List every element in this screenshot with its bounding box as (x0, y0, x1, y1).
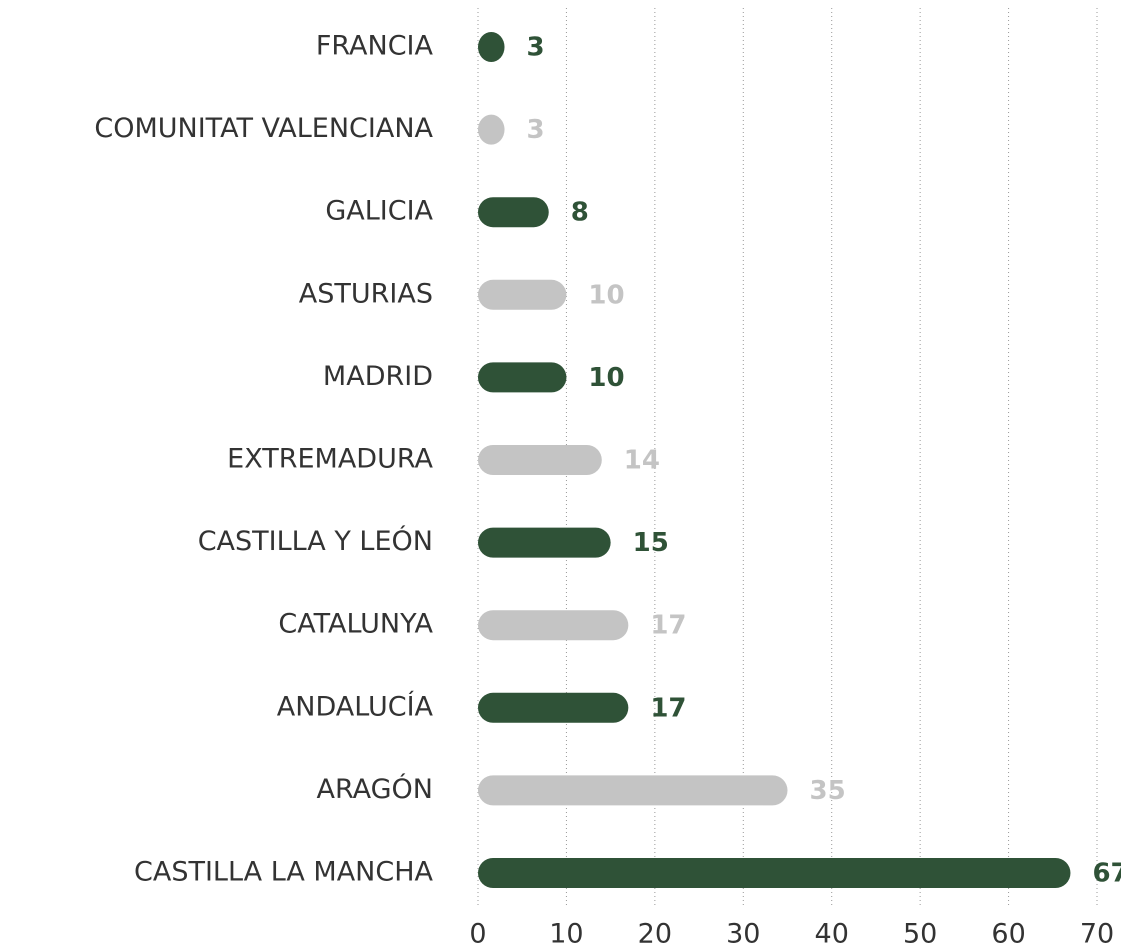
x-tick-label: 70 (1080, 919, 1114, 948)
category-label: ARAGÓN (316, 773, 433, 805)
category-label: EXTREMADURA (227, 444, 433, 475)
x-tick-label: 0 (469, 919, 486, 948)
bar (478, 114, 505, 145)
value-label: 15 (633, 528, 669, 558)
x-tick-label: 10 (549, 919, 583, 948)
value-label: 10 (588, 280, 624, 310)
category-label: CASTILLA LA MANCHA (134, 857, 434, 888)
category-label: FRANCIA (316, 31, 434, 62)
value-label: 3 (527, 115, 545, 145)
value-label: 67 (1092, 859, 1121, 889)
bar (478, 362, 567, 393)
category-label: GALICIA (325, 196, 433, 227)
bar (478, 527, 611, 558)
bar (478, 858, 1071, 888)
bar (478, 775, 788, 806)
value-label: 17 (650, 693, 686, 723)
bar (478, 197, 549, 228)
category-label: MADRID (323, 361, 433, 392)
bar (478, 692, 629, 723)
bar (478, 32, 505, 62)
x-tick-label: 50 (903, 919, 937, 948)
value-label: 3 (527, 33, 545, 63)
value-label: 8 (571, 198, 589, 228)
bar (478, 445, 602, 475)
value-label: 10 (588, 363, 624, 393)
value-label: 17 (650, 611, 686, 641)
x-tick-label: 30 (726, 919, 760, 948)
category-label: CASTILLA Y LEÓN (198, 525, 433, 557)
x-tick-label: 60 (991, 919, 1025, 948)
category-label: ASTURIAS (299, 278, 433, 309)
category-label: CATALUNYA (278, 609, 433, 640)
value-label: 14 (624, 446, 660, 476)
x-tick-label: 20 (638, 919, 672, 948)
x-tick-label: 40 (815, 919, 849, 948)
category-label: ANDALUCÍA (277, 690, 434, 722)
category-label: COMUNITAT VALENCIANA (94, 113, 433, 144)
bar (478, 610, 629, 641)
value-label: 35 (810, 776, 846, 806)
bar (478, 279, 567, 310)
